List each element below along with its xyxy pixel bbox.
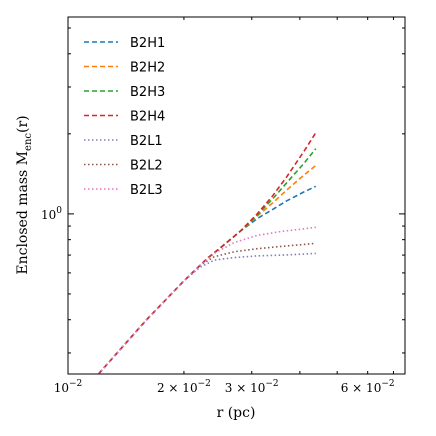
x-tick-label-exponent: −2 <box>69 379 82 389</box>
y-tick-label: 100 <box>41 206 62 222</box>
series-line-b2l3 <box>97 226 316 374</box>
plot-frame <box>67 16 406 375</box>
series-layer <box>97 132 317 374</box>
x-tick-label: 10−2 <box>54 379 83 395</box>
y-axis-label-arg: (r) <box>15 115 31 133</box>
x-tick-label-mantissa: 3 × 10 <box>225 381 266 395</box>
x-tick-label: 2 × 10−2 <box>157 379 211 395</box>
x-tick-label-exponent: −2 <box>265 379 278 389</box>
x-tick-label-exponent: −2 <box>381 379 394 389</box>
x-tick-label-mantissa: 2 × 10 <box>157 381 198 395</box>
legend-label-b2l3: B2L3 <box>130 183 163 198</box>
y-tick-label-mantissa: 10 <box>41 208 56 222</box>
series-line-b2h1 <box>97 185 317 374</box>
legend-label-b2h1: B2H1 <box>130 36 165 51</box>
y-axis-label: Enclosed mass Menc(r) <box>15 115 34 274</box>
series-line-b2l2 <box>97 242 316 374</box>
legend: B2H1 B2H2 B2H3 B2H4 B2L1 B2L2 B2L3 <box>84 36 165 198</box>
x-tick-label-exponent: −2 <box>198 379 211 389</box>
x-tick-label-mantissa: 6 × 10 <box>341 381 382 395</box>
x-tick-label-mantissa: 10 <box>54 381 69 395</box>
legend-label-b2l1: B2L1 <box>130 134 163 149</box>
legend-label-b2l2: B2L2 <box>130 159 163 174</box>
x-tick-label: 3 × 10−2 <box>225 379 279 395</box>
y-tick-label-exponent: 0 <box>56 206 62 216</box>
legend-label-b2h2: B2H2 <box>130 61 165 76</box>
y-axis-label-main: Enclosed mass M <box>15 151 31 275</box>
x-tick-label: 6 × 10−2 <box>341 379 395 395</box>
y-axis-label-subscript: enc <box>23 133 34 151</box>
legend-label-b2h3: B2H3 <box>130 85 165 100</box>
series-line-b2l1 <box>97 252 316 374</box>
x-axis-label: r (pc) <box>217 405 256 421</box>
legend-label-b2h4: B2H4 <box>130 110 165 125</box>
